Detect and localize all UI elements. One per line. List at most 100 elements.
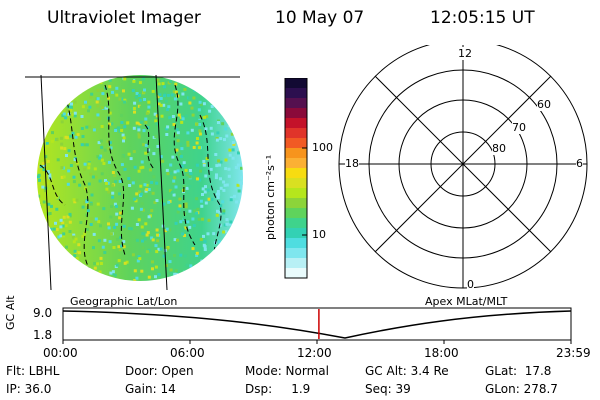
speckle-pixel [91, 272, 95, 275]
speckle-pixel [218, 163, 221, 167]
speckle-pixel [52, 275, 56, 279]
info-filter: Flt: LBHL [6, 364, 60, 378]
speckle-pixel [135, 276, 139, 280]
speckle-pixel [205, 115, 209, 118]
speckle-pixel [108, 111, 112, 115]
speckle-pixel [196, 275, 200, 279]
speckle-pixel [154, 92, 158, 96]
speckle-pixel [207, 85, 210, 89]
speckle-pixel [126, 121, 130, 125]
speckle-pixel [115, 212, 119, 216]
info-seq: Seq: 39 [365, 382, 411, 396]
speckle-pixel [86, 209, 90, 213]
speckle-pixel [120, 244, 124, 248]
colorbar-swatch [285, 238, 307, 249]
speckle-pixel [73, 249, 77, 253]
speckle-pixel [145, 280, 149, 281]
speckle-pixel [55, 195, 59, 199]
speckle-pixel [174, 185, 178, 189]
speckle-pixel [131, 253, 135, 257]
speckle-pixel [173, 97, 177, 101]
speckle-pixel [233, 228, 237, 232]
speckle-pixel [226, 254, 230, 258]
speckle-pixel [151, 191, 155, 195]
speckle-pixel [84, 100, 87, 104]
speckle-pixel [199, 169, 202, 173]
mlat-label-60: 60 [537, 98, 551, 111]
speckle-pixel [202, 102, 206, 106]
speckle-pixel [172, 181, 176, 185]
speckle-pixel [193, 88, 196, 92]
speckle-pixel [196, 137, 199, 140]
speckle-pixel [122, 245, 126, 249]
speckle-pixel [143, 232, 147, 236]
speckle-pixel [72, 257, 76, 261]
timeline-x-tick-2359: 23:59 [556, 346, 591, 360]
speckle-pixel [184, 168, 188, 172]
speckle-pixel [96, 262, 100, 266]
speckle-pixel [137, 169, 141, 173]
speckle-pixel [219, 186, 223, 190]
mlat-label-80: 80 [492, 142, 506, 155]
speckle-pixel [137, 94, 141, 97]
speckle-pixel [162, 254, 166, 258]
speckle-pixel [92, 278, 96, 281]
speckle-pixel [144, 194, 148, 198]
speckle-pixel [186, 143, 190, 147]
speckle-pixel [102, 207, 106, 211]
colorbar-tick-100: 100 [312, 141, 333, 154]
speckle-pixel [63, 147, 67, 151]
speckle-pixel [51, 240, 55, 244]
speckle-pixel [176, 238, 179, 242]
speckle-pixel [228, 81, 232, 85]
speckle-pixel [198, 132, 202, 136]
speckle-pixel [144, 222, 148, 226]
speckle-pixel [184, 78, 188, 82]
speckle-pixel [170, 271, 174, 275]
speckle-pixel [109, 215, 113, 219]
speckle-pixel [157, 99, 161, 103]
speckle-pixel [137, 255, 141, 259]
speckle-pixel [60, 146, 64, 150]
speckle-pixel [50, 100, 54, 104]
speckle-pixel [119, 236, 122, 240]
speckle-pixel [52, 270, 56, 274]
speckle-pixel [42, 200, 46, 204]
speckle-pixel [238, 114, 242, 117]
speckle-pixel [183, 270, 187, 274]
speckle-pixel [61, 262, 65, 265]
speckle-pixel [213, 260, 217, 264]
speckle-pixel [177, 279, 181, 281]
speckle-pixel [43, 101, 47, 105]
speckle-pixel [191, 217, 195, 221]
speckle-pixel [215, 138, 219, 142]
speckle-pixel [70, 102, 73, 106]
mlt-label-12: 12 [458, 47, 472, 60]
speckle-pixel [203, 190, 207, 194]
colorbar-swatch [285, 258, 307, 269]
speckle-pixel [239, 268, 243, 272]
speckle-pixel [222, 230, 226, 234]
speckle-pixel [146, 126, 150, 130]
speckle-pixel [221, 122, 225, 126]
speckle-pixel [237, 151, 240, 155]
speckle-pixel [117, 259, 121, 263]
info-gain: Gain: 14 [125, 382, 176, 396]
speckle-pixel [192, 277, 196, 281]
speckle-pixel [135, 121, 139, 125]
speckle-pixel [165, 168, 169, 172]
speckle-pixel [195, 254, 199, 257]
speckle-pixel [72, 180, 76, 184]
speckle-pixel [198, 100, 202, 104]
speckle-pixel [181, 227, 185, 231]
speckle-pixel [179, 253, 183, 257]
speckle-pixel [176, 169, 180, 173]
speckle-pixel [145, 180, 149, 184]
speckle-pixel [90, 92, 94, 96]
speckle-pixel [176, 139, 180, 143]
speckle-pixel [38, 94, 42, 98]
speckle-pixel [181, 232, 185, 236]
speckle-pixel [190, 106, 194, 110]
speckle-pixel [137, 128, 141, 132]
speckle-pixel [238, 181, 242, 185]
